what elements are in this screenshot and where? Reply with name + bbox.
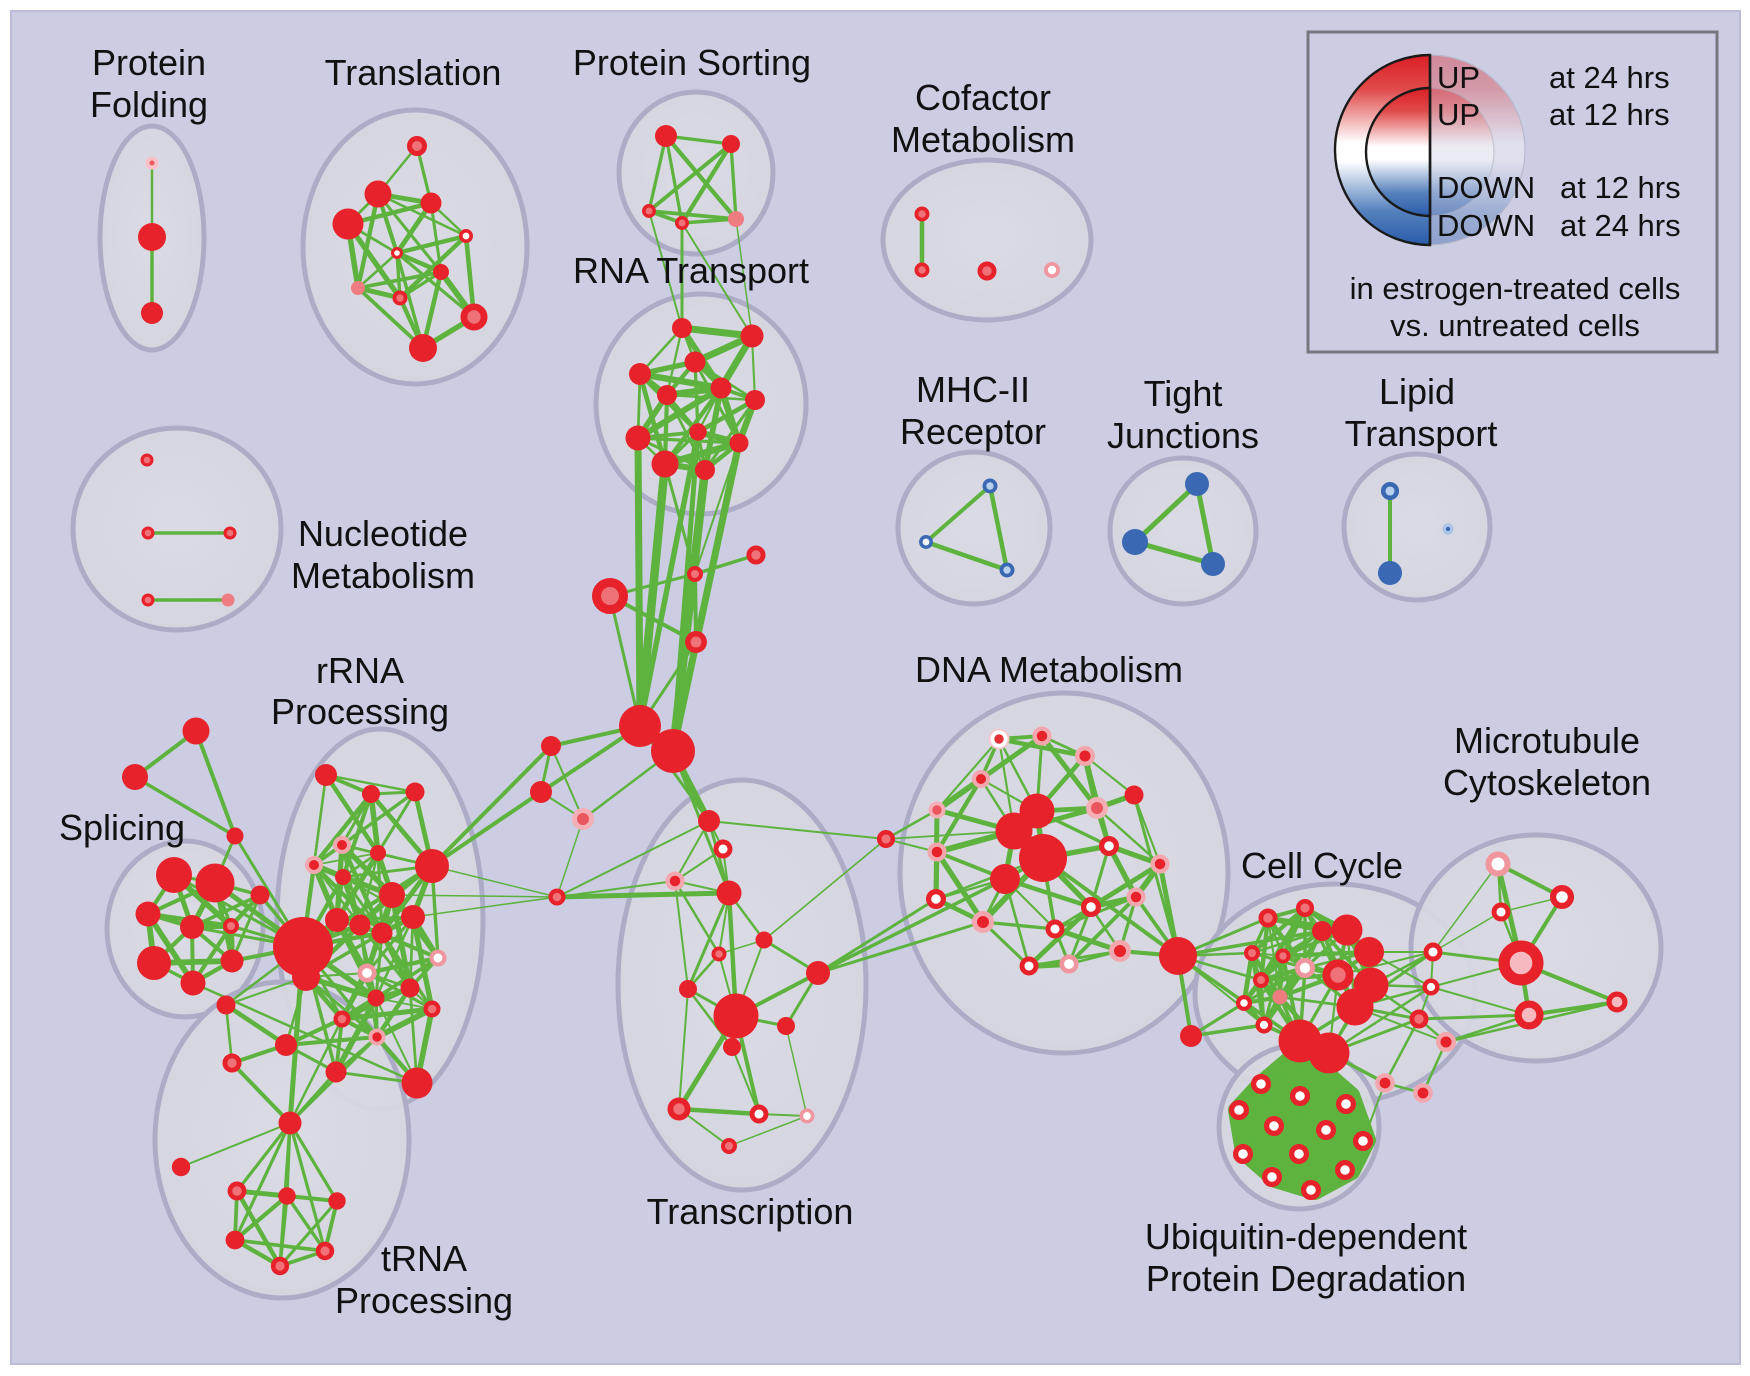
svg-text:at 12 hrs: at 12 hrs: [1549, 97, 1670, 132]
svg-text:Folding: Folding: [90, 84, 208, 125]
svg-text:Splicing: Splicing: [59, 807, 185, 848]
svg-text:Translation: Translation: [325, 52, 502, 93]
svg-text:Cell Cycle: Cell Cycle: [1241, 845, 1403, 886]
svg-text:UP: UP: [1437, 60, 1480, 95]
svg-text:Metabolism: Metabolism: [291, 555, 475, 596]
svg-text:Ubiquitin-dependent: Ubiquitin-dependent: [1145, 1216, 1467, 1257]
svg-text:Cofactor: Cofactor: [915, 77, 1051, 118]
svg-text:Cytoskeleton: Cytoskeleton: [1443, 762, 1651, 803]
svg-text:Processing: Processing: [271, 691, 449, 732]
svg-text:Transport: Transport: [1345, 413, 1498, 454]
svg-text:at 24 hrs: at 24 hrs: [1549, 60, 1670, 95]
svg-text:in estrogen-treated cells: in estrogen-treated cells: [1350, 271, 1681, 306]
svg-text:Lipid: Lipid: [1379, 371, 1455, 412]
svg-text:Processing: Processing: [335, 1280, 513, 1321]
svg-text:MHC-II: MHC-II: [916, 369, 1030, 410]
svg-text:tRNA: tRNA: [381, 1238, 467, 1279]
svg-text:Metabolism: Metabolism: [891, 119, 1075, 160]
svg-text:Junctions: Junctions: [1107, 415, 1259, 456]
svg-text:UP: UP: [1437, 97, 1480, 132]
svg-text:Nucleotide: Nucleotide: [298, 513, 468, 554]
svg-text:rRNA: rRNA: [316, 650, 404, 691]
svg-text:Microtubule: Microtubule: [1454, 720, 1640, 761]
svg-text:vs. untreated cells: vs. untreated cells: [1390, 308, 1640, 343]
svg-text:RNA Transport: RNA Transport: [573, 250, 809, 291]
svg-text:DOWN: DOWN: [1437, 208, 1535, 243]
svg-text:Tight: Tight: [1144, 373, 1223, 414]
svg-text:DOWN: DOWN: [1437, 170, 1535, 205]
svg-text:Protein Degradation: Protein Degradation: [1146, 1258, 1466, 1299]
svg-text:DNA Metabolism: DNA Metabolism: [915, 649, 1183, 690]
svg-text:at 24 hrs: at 24 hrs: [1560, 208, 1681, 243]
svg-text:Receptor: Receptor: [900, 411, 1046, 452]
svg-text:Transcription: Transcription: [647, 1191, 854, 1232]
svg-text:Protein Sorting: Protein Sorting: [573, 42, 811, 83]
svg-text:at 12 hrs: at 12 hrs: [1560, 170, 1681, 205]
svg-text:Protein: Protein: [92, 42, 206, 83]
